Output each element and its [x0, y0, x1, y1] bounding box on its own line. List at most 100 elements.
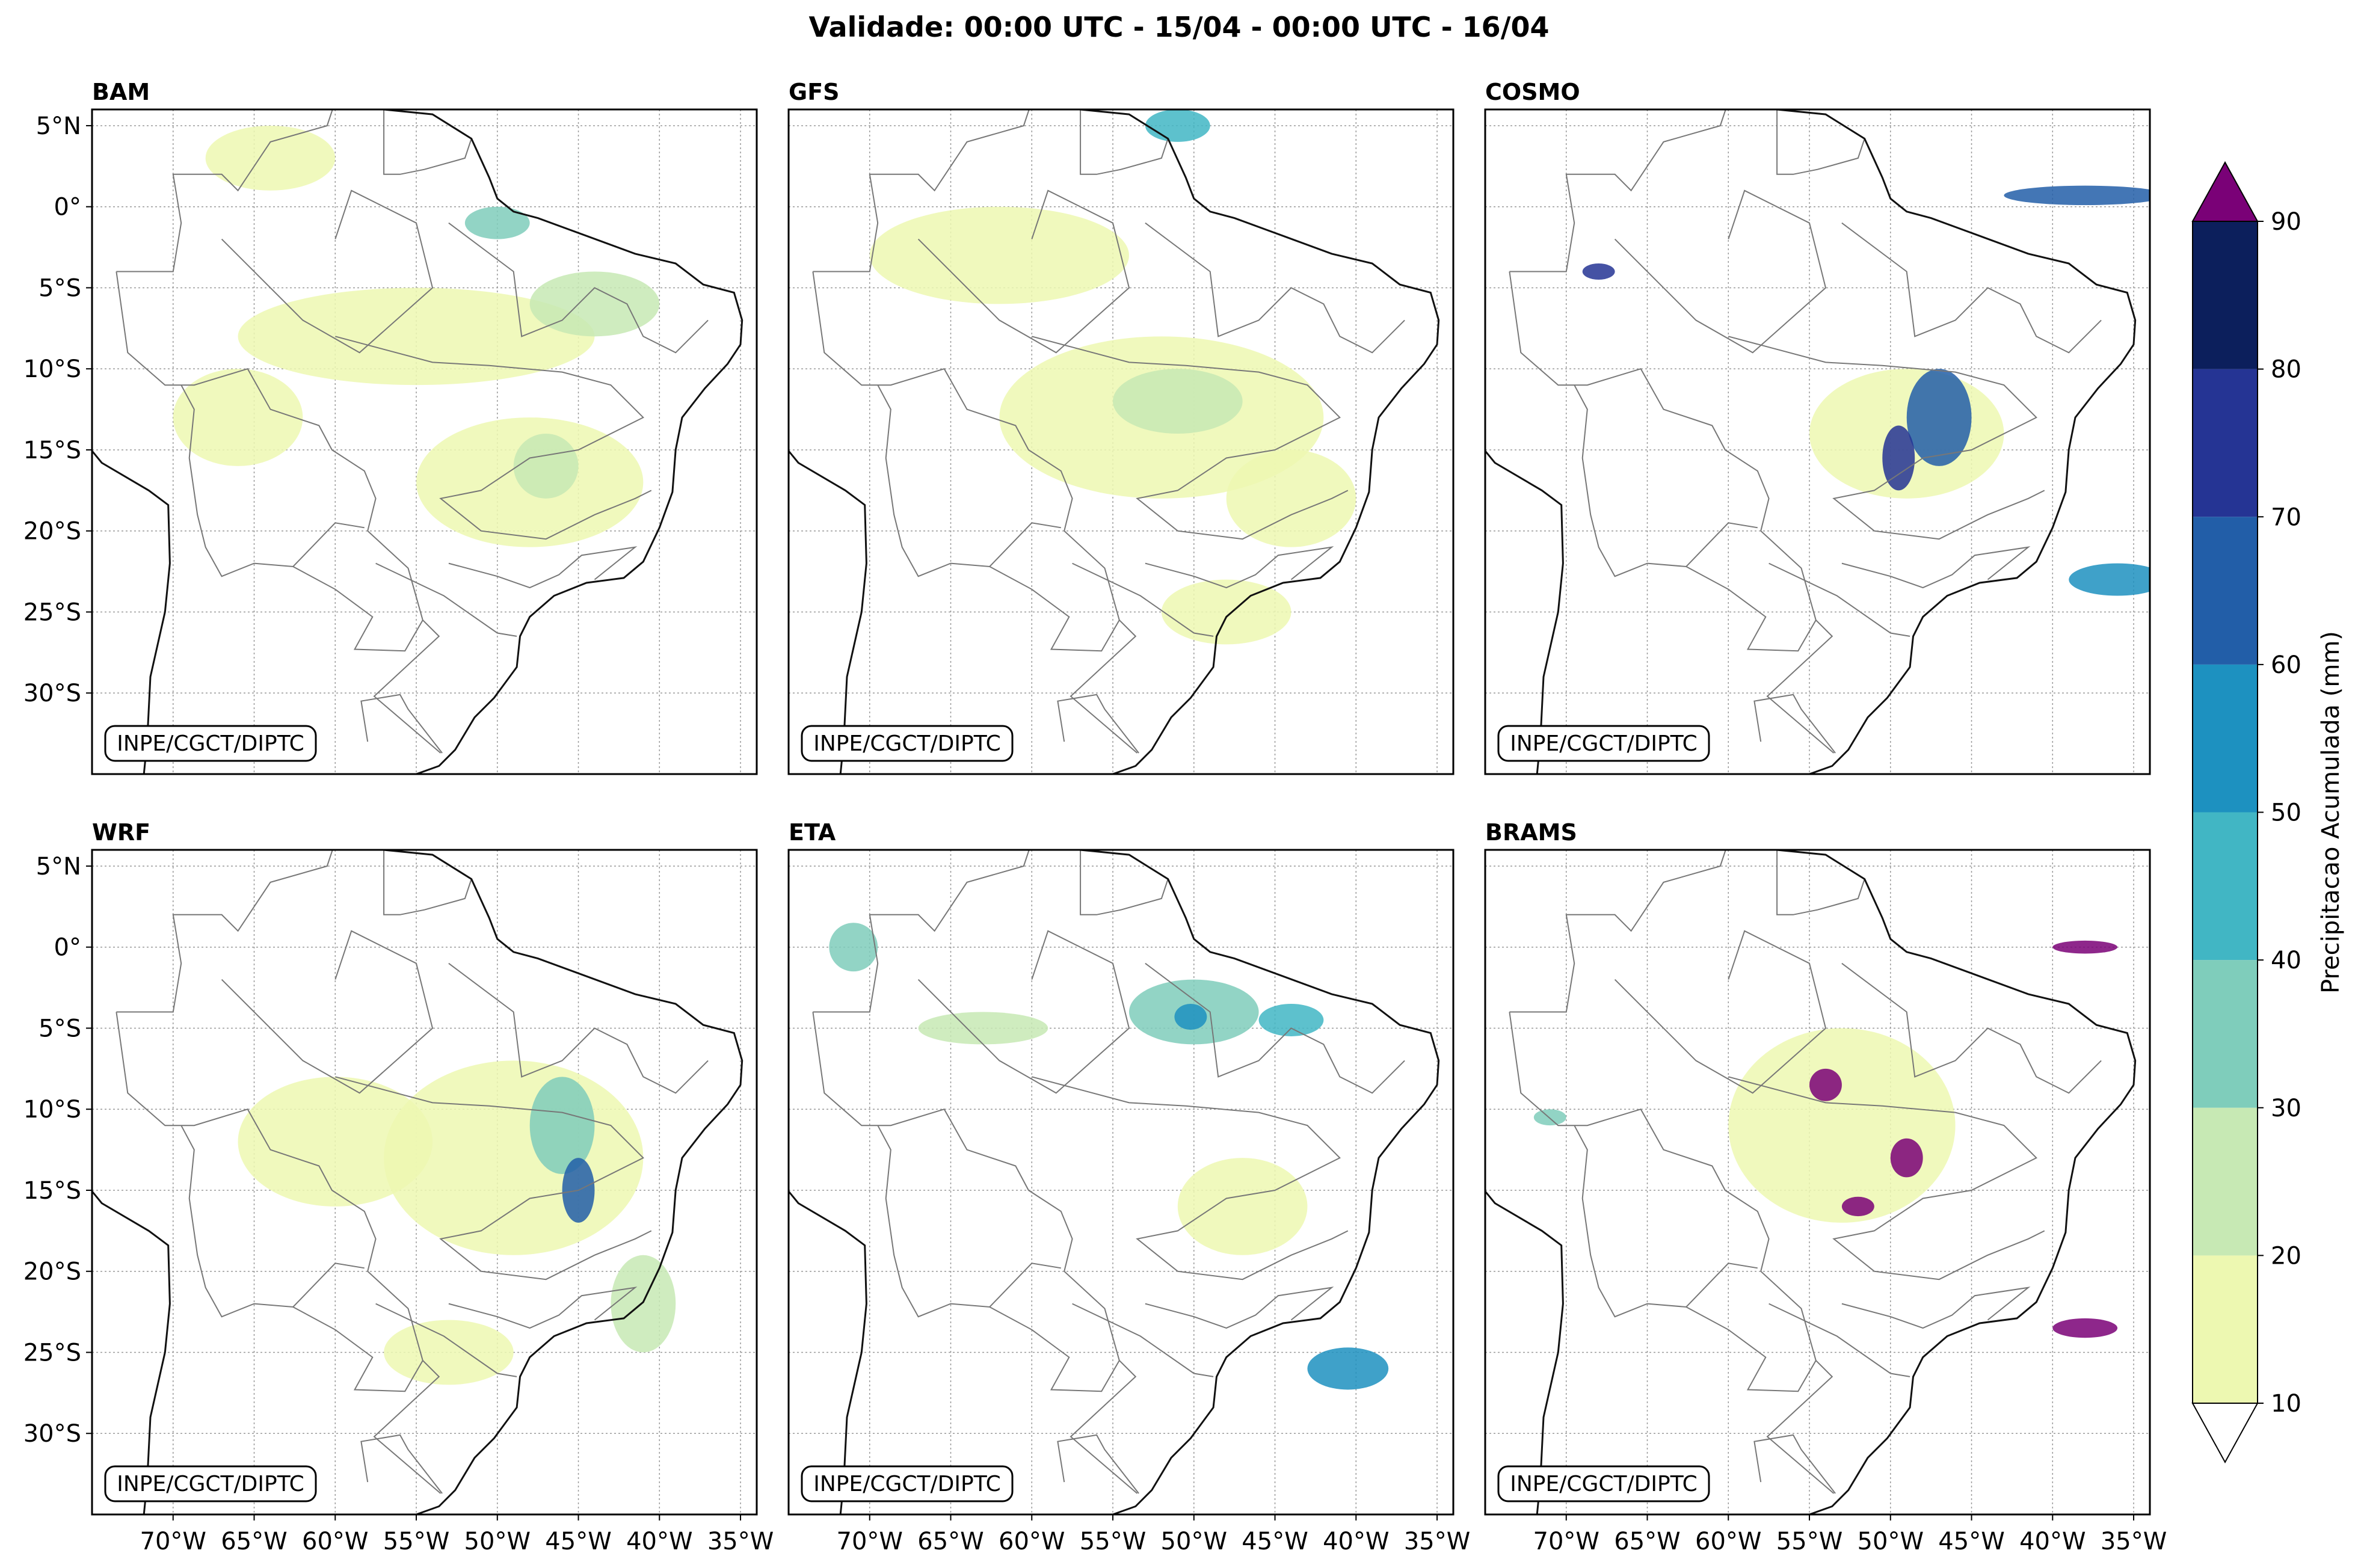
svg-text:INPE/CGCT/DIPTC: INPE/CGCT/DIPTC	[1510, 1472, 1697, 1496]
lon-tick-label: 70°W	[1533, 1528, 1599, 1555]
colorbar: 10 20 30 40 50 60 70 80 90 Precipitacao Acumulada…	[2191, 161, 2345, 1464]
coastline	[382, 850, 743, 1514]
border-line	[221, 930, 434, 1094]
lat-tick-label: 20°S	[23, 518, 81, 546]
lon-tick-label: 65°W	[1614, 1528, 1680, 1555]
precipitation-area	[1890, 1138, 1923, 1178]
panel-frame	[787, 849, 1455, 1516]
colorbar-segment	[2193, 812, 2258, 961]
colorbar-tick-label: 50	[2271, 799, 2301, 827]
colorbar-segment	[2193, 517, 2258, 665]
precipitation-area	[205, 125, 336, 191]
border-line	[383, 850, 472, 915]
colorbar-tick-label: 80	[2271, 356, 2301, 384]
border-line	[383, 109, 472, 175]
credit-label: INPE/CGCT/DIPTC	[104, 1465, 317, 1502]
precipitation-area	[1728, 1028, 1956, 1223]
coastline	[1775, 109, 2137, 774]
border-line	[1057, 1434, 1139, 1494]
coastline-west	[1485, 449, 1564, 774]
border-line	[877, 1125, 1061, 1318]
border-line	[1614, 189, 1827, 354]
colorbar-segment	[2193, 369, 2258, 517]
border-line	[1509, 109, 1726, 272]
lat-tick-label: 30°S	[23, 680, 81, 707]
precipitation-area	[513, 434, 579, 499]
lon-tick-label: 45°W	[1242, 1528, 1308, 1555]
panel-frame	[1484, 108, 2151, 775]
precipitation-area	[2069, 563, 2150, 596]
figure-title: Validade: 00:00 UTC - 15/04 - 00:00 UTC …	[808, 11, 1550, 43]
lon-tick-label: 55°W	[1080, 1528, 1146, 1555]
border-line	[1728, 1076, 2045, 1281]
lon-tick-label: 70°W	[140, 1528, 206, 1555]
lat-tick-label: 5°S	[38, 1015, 81, 1042]
credit-label: INPE/CGCT/DIPTC	[1497, 1465, 1710, 1502]
coastline	[1079, 109, 1440, 774]
border-line	[1574, 384, 1758, 577]
lon-tick-label: 65°W	[917, 1528, 984, 1555]
border-line	[1841, 962, 2102, 1094]
border-line	[989, 1306, 1120, 1392]
lat-tick-label: 10°S	[23, 1096, 81, 1124]
panel-title: GFS	[789, 79, 840, 105]
precipitation-area	[1226, 449, 1356, 547]
coastline-west	[1485, 1190, 1564, 1514]
border-line	[1080, 109, 1169, 175]
map-panel-bam: BAM INPE/CGCT/DIPTC 5°N 0° 5°S 10°S 15°S 20°S 25…	[23, 79, 758, 775]
lon-tick-label: 40°W	[626, 1528, 692, 1555]
lon-tick-label: 55°W	[383, 1528, 449, 1555]
precipitation-area	[238, 1077, 433, 1207]
border-line	[1072, 1303, 1214, 1377]
border-line	[1145, 546, 1334, 589]
precipitation-area	[384, 1320, 514, 1385]
colorbar-segment	[2193, 1255, 2258, 1403]
credit-label: INPE/CGCT/DIPTC	[104, 725, 317, 762]
coastline-west	[92, 449, 171, 774]
border-line	[1072, 562, 1214, 637]
lon-tick-label: 35°W	[1404, 1528, 1470, 1555]
border-line	[1145, 962, 1405, 1094]
svg-text:INPE/CGCT/DIPTC: INPE/CGCT/DIPTC	[117, 731, 304, 756]
border-line	[1776, 109, 1865, 175]
precipitation-area	[918, 1012, 1048, 1045]
precipitation-area	[1161, 579, 1291, 645]
panel-frame	[91, 849, 758, 1516]
border-line	[221, 189, 434, 354]
precipitation-area	[829, 923, 878, 972]
precipitation-area	[1582, 263, 1615, 280]
precipitation-area	[1307, 1347, 1389, 1390]
border-line	[1841, 1287, 2031, 1329]
border-line	[877, 384, 1061, 577]
lat-tick-label: 0°	[54, 934, 81, 962]
precipitation-area	[1258, 1004, 1324, 1036]
lat-tick-label: 5°S	[38, 274, 81, 302]
map-panel-cosmo: COSMO INPE/CGCT/DIPTC	[1484, 79, 2151, 775]
border-line	[448, 1287, 638, 1329]
lon-tick-label: 35°W	[2101, 1528, 2167, 1555]
lat-tick-label: 5°N	[36, 112, 81, 140]
panel-frame	[1484, 849, 2151, 1516]
border-line	[989, 566, 1120, 652]
border-line	[448, 962, 709, 1094]
border-line	[1614, 930, 1827, 1094]
lat-tick-label: 5°N	[36, 853, 81, 881]
precipitation-area	[1145, 109, 1210, 142]
coastline	[1775, 850, 2137, 1514]
precipitation-area	[529, 271, 660, 337]
coastline-west	[92, 1190, 171, 1514]
border-line	[813, 850, 1030, 1013]
lat-tick-label: 30°S	[23, 1420, 81, 1448]
precipitation-area	[529, 1077, 595, 1175]
panel-frame	[787, 108, 1455, 775]
border-line	[335, 1076, 652, 1281]
lon-tick-label: 50°W	[1161, 1528, 1227, 1555]
panel-title: WRF	[92, 819, 150, 846]
colorbar-tick-label: 30	[2271, 1095, 2301, 1122]
colorbar-segment	[2193, 664, 2258, 813]
lat-tick-label: 0°	[54, 194, 81, 221]
border-line	[917, 930, 1130, 1094]
credit-label: INPE/CGCT/DIPTC	[1497, 725, 1710, 762]
coastline-west	[789, 449, 867, 774]
